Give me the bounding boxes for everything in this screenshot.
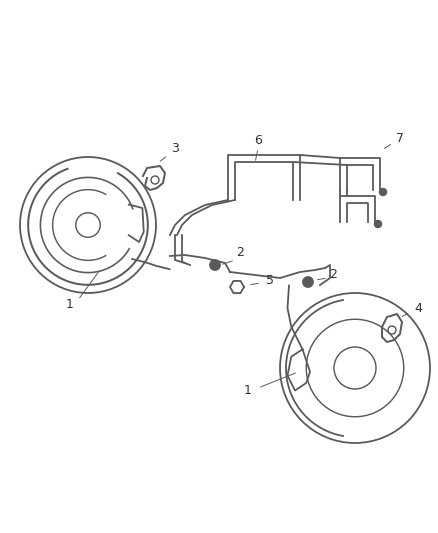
Text: 6: 6: [254, 133, 262, 147]
Text: 2: 2: [236, 246, 244, 260]
Text: 1: 1: [244, 384, 252, 397]
Text: 5: 5: [266, 273, 274, 287]
Circle shape: [210, 260, 220, 270]
Circle shape: [379, 189, 386, 196]
Text: 1: 1: [66, 298, 74, 311]
Circle shape: [374, 221, 381, 228]
Circle shape: [303, 277, 313, 287]
Text: 2: 2: [329, 269, 337, 281]
Text: 4: 4: [414, 302, 422, 314]
Text: 7: 7: [396, 132, 404, 144]
Text: 3: 3: [171, 141, 179, 155]
